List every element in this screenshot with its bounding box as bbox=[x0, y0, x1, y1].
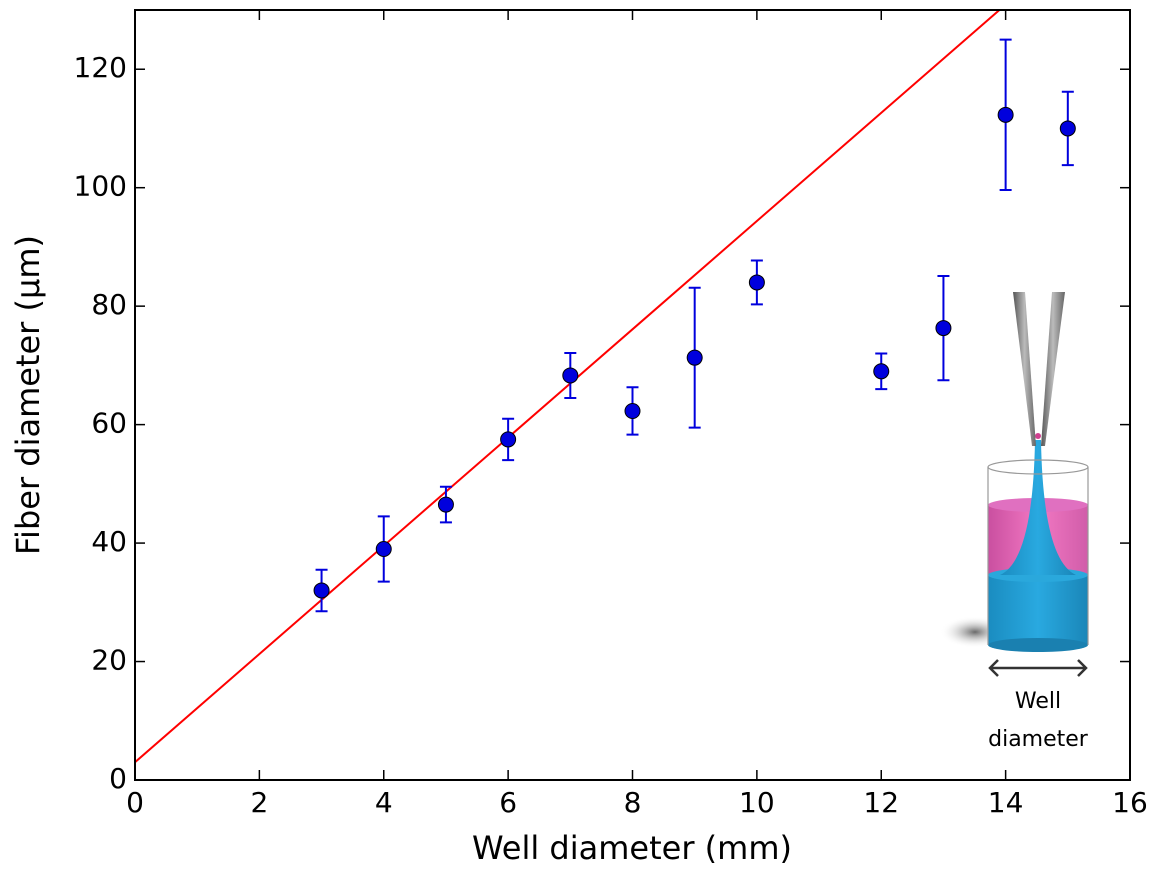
data-point bbox=[562, 367, 579, 384]
inset-illustration bbox=[940, 292, 1089, 677]
y-tick-label: 120 bbox=[74, 51, 127, 84]
x-tick-label: 10 bbox=[739, 786, 775, 819]
x-axis-label: Well diameter (mm) bbox=[472, 829, 792, 867]
y-tick-label: 40 bbox=[91, 525, 127, 558]
fit-line bbox=[135, 10, 1001, 763]
y-axis-label: Fiber diameter (µm) bbox=[9, 235, 47, 555]
data-point bbox=[997, 106, 1014, 123]
data-point bbox=[624, 402, 641, 419]
x-tick-label: 16 bbox=[1112, 786, 1148, 819]
data-point bbox=[313, 582, 330, 599]
annotation: Well bbox=[1015, 689, 1061, 714]
data-point bbox=[437, 496, 454, 513]
y-tick-label: 80 bbox=[91, 288, 127, 321]
data-point bbox=[748, 274, 765, 291]
y-tick-label: 0 bbox=[109, 762, 127, 795]
data-point bbox=[686, 349, 703, 366]
data-point bbox=[935, 320, 952, 337]
data-point bbox=[375, 541, 392, 557]
x-tick-label: 0 bbox=[126, 786, 144, 819]
annotation: diameter bbox=[988, 727, 1089, 752]
x-tick-label: 8 bbox=[624, 786, 642, 819]
x-tick-label: 2 bbox=[250, 786, 268, 819]
x-tick-label: 14 bbox=[988, 786, 1024, 819]
x-tick-label: 4 bbox=[375, 786, 393, 819]
x-tick-label: 12 bbox=[863, 786, 899, 819]
y-tick-label: 20 bbox=[91, 644, 127, 677]
data-point bbox=[873, 363, 890, 380]
data-point bbox=[1059, 120, 1076, 137]
data-point bbox=[500, 431, 517, 448]
x-tick-label: 6 bbox=[499, 786, 517, 819]
y-tick-label: 60 bbox=[91, 407, 127, 440]
y-tick-label: 100 bbox=[74, 170, 127, 203]
